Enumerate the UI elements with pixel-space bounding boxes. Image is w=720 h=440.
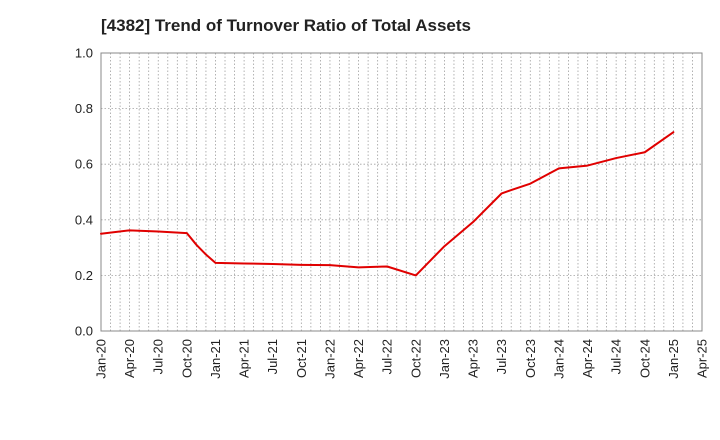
x-tick-label: Jul-22 xyxy=(380,339,395,374)
chart-title: [4382] Trend of Turnover Ratio of Total … xyxy=(101,16,471,35)
x-tick-label: Jan-20 xyxy=(94,339,109,379)
x-tick-label: Apr-25 xyxy=(695,339,710,378)
y-axis: 0.0 0.2 0.4 0.6 0.8 1.0 xyxy=(75,46,93,339)
x-tick-label: Jan-24 xyxy=(551,339,566,379)
x-tick-label: Oct-24 xyxy=(637,339,652,378)
x-tick-label: Jan-23 xyxy=(437,339,452,379)
x-tick-label: Oct-20 xyxy=(179,339,194,378)
y-tick-label: 0.0 xyxy=(75,324,93,339)
x-axis: Jan-20 Apr-20 Jul-20 Oct-20 Jan-21 Apr-21 Jul-… xyxy=(94,339,710,379)
x-tick-label: Jul-20 xyxy=(151,339,166,374)
x-tick-label: Oct-21 xyxy=(294,339,309,378)
y-tick-label: 0.4 xyxy=(75,212,93,227)
x-tick-label: Apr-20 xyxy=(122,339,137,378)
plot-frame xyxy=(100,52,703,332)
x-tick-label: Jan-22 xyxy=(322,339,337,379)
y-tick-label: 1.0 xyxy=(75,46,93,61)
series-line xyxy=(100,131,675,277)
grid xyxy=(101,53,702,331)
x-tick-label: Apr-24 xyxy=(580,339,595,378)
y-tick-label: 0.8 xyxy=(75,101,93,116)
series-layer xyxy=(100,131,675,277)
x-tick-label: Jan-21 xyxy=(208,339,223,379)
x-tick-label: Jul-21 xyxy=(265,339,280,374)
x-tick-label: Oct-23 xyxy=(523,339,538,378)
y-tick-label: 0.2 xyxy=(75,268,93,283)
x-tick-label: Apr-23 xyxy=(466,339,481,378)
y-tick-label: 0.6 xyxy=(75,157,93,172)
x-tick-label: Apr-21 xyxy=(237,339,252,378)
x-tick-label: Jul-23 xyxy=(494,339,509,374)
x-tick-label: Apr-22 xyxy=(351,339,366,378)
x-tick-label: Jan-25 xyxy=(666,339,681,379)
x-tick-label: Jul-24 xyxy=(609,339,624,374)
x-tick-label: Oct-22 xyxy=(408,339,423,378)
